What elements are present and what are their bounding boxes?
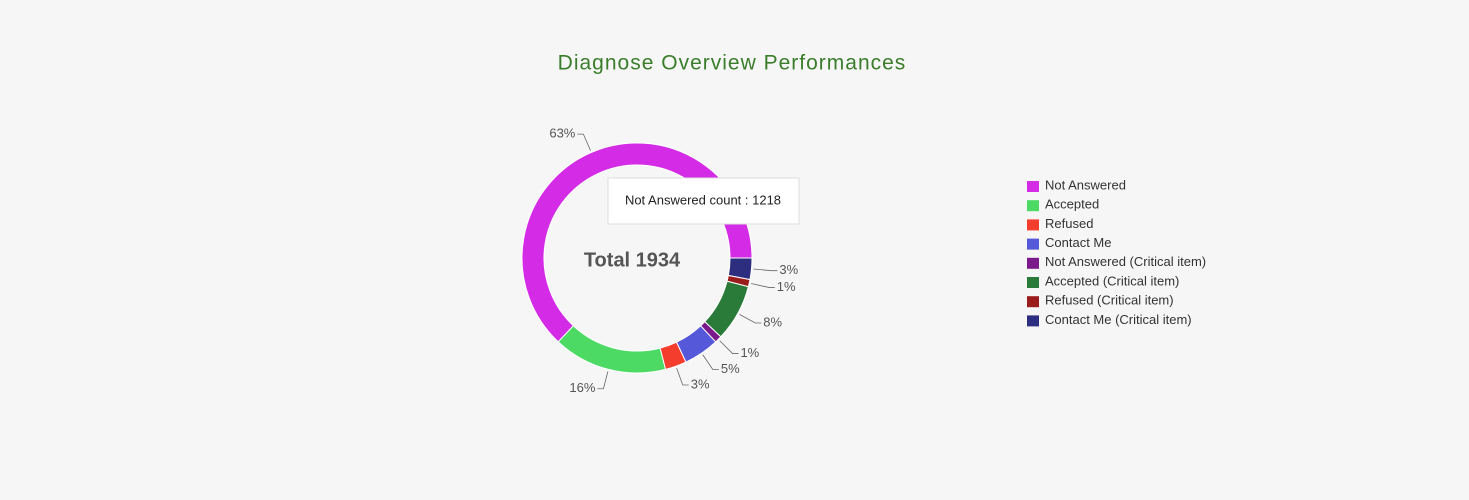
data-label: 3%	[691, 376, 710, 391]
data-label: 8%	[763, 314, 782, 329]
legend-swatch[interactable]	[1027, 219, 1039, 231]
label-connector	[702, 354, 719, 371]
label-connector	[577, 133, 591, 151]
legend: Not Answered Accepted Refused Contact Me Not…	[1027, 177, 1206, 327]
legend-swatch[interactable]	[1027, 238, 1039, 250]
center-label: Total 1934	[584, 249, 681, 271]
slice[interactable]	[521, 142, 753, 343]
legend-label[interactable]: Accepted	[1045, 197, 1099, 212]
legend-swatch[interactable]	[1027, 200, 1039, 212]
legend-label[interactable]: Not Answered (Critical item)	[1045, 254, 1206, 269]
legend-swatch[interactable]	[1027, 257, 1039, 269]
tooltip: Not Answered count : 1218	[625, 192, 781, 207]
chart-title: Diagnose Overview Performances	[558, 52, 907, 75]
data-label: 3%	[779, 262, 798, 277]
legend-swatch[interactable]	[1027, 296, 1039, 308]
label-connector	[597, 371, 609, 390]
label-connector	[719, 340, 739, 354]
label-connector	[751, 283, 775, 288]
legend-swatch[interactable]	[1027, 277, 1039, 288]
data-label: 16%	[569, 380, 595, 395]
pie: 63%16% 3%5%1%8%1%3%	[521, 126, 799, 395]
slice[interactable]	[727, 257, 753, 281]
legend-swatch[interactable]	[1027, 181, 1039, 192]
label-connector	[739, 314, 762, 324]
legend-label[interactable]: Refused (Critical item)	[1045, 293, 1174, 308]
data-label: 5%	[721, 361, 740, 376]
data-label: 63%	[549, 126, 575, 141]
tooltip-box	[607, 177, 800, 225]
data-label: 1%	[777, 279, 796, 294]
legend-label[interactable]: Contact Me	[1045, 235, 1111, 250]
legend-label[interactable]: Not Answered	[1045, 177, 1126, 192]
label-connector	[676, 367, 689, 386]
legend-label[interactable]: Contact Me (Critical item)	[1045, 312, 1192, 327]
label-connector	[753, 268, 778, 272]
legend-label[interactable]: Refused	[1045, 216, 1093, 231]
data-label: 1%	[740, 345, 759, 360]
legend-swatch[interactable]	[1027, 315, 1039, 327]
legend-label[interactable]: Accepted (Critical item)	[1045, 273, 1179, 288]
